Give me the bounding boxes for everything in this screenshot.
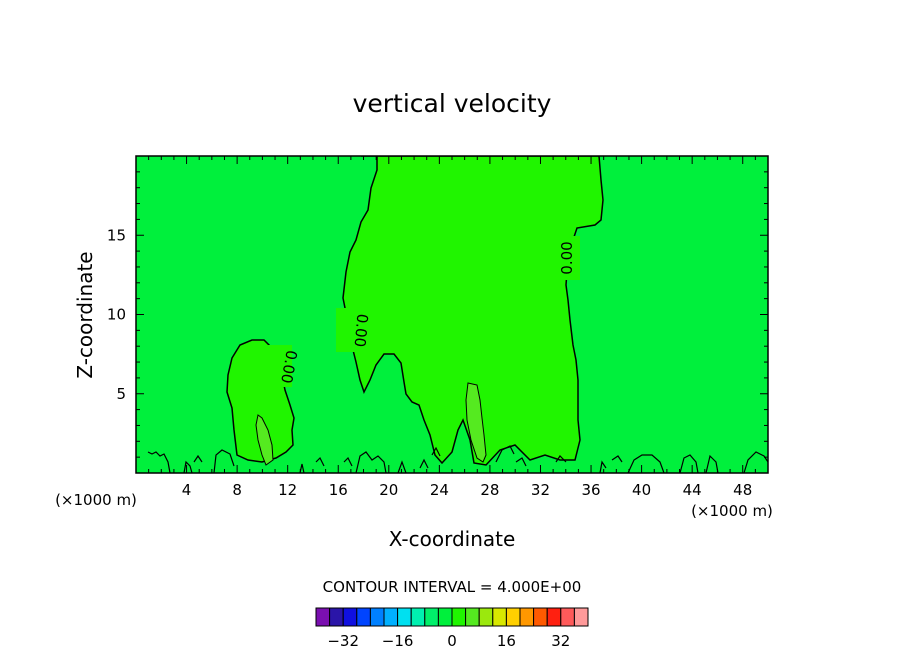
colorbar-swatch bbox=[356, 607, 371, 627]
colorbar bbox=[315, 607, 589, 627]
colorbar-swatch bbox=[397, 607, 412, 627]
colorbar-swatch bbox=[451, 607, 467, 627]
colorbar-swatch bbox=[424, 607, 439, 627]
x-tick-label: 36 bbox=[581, 481, 600, 499]
colorbar-swatch bbox=[505, 607, 521, 627]
colorbar-swatch bbox=[546, 607, 562, 627]
y-tick-label: 5 bbox=[116, 385, 126, 403]
x-tick-label: 32 bbox=[531, 481, 550, 499]
colorbar-swatch bbox=[465, 607, 480, 627]
x-tick-label: 12 bbox=[278, 481, 297, 499]
y-tick-label: 10 bbox=[107, 306, 126, 324]
x-tick-label: 24 bbox=[430, 481, 449, 499]
contour-label-bg-1 bbox=[552, 236, 580, 280]
colorbar-tick-label: −32 bbox=[327, 632, 359, 650]
colorbar-swatch bbox=[383, 607, 399, 627]
colorbar-swatch bbox=[573, 607, 589, 627]
colorbar-tick-label: 32 bbox=[551, 632, 570, 650]
x-tick-label: 28 bbox=[480, 481, 499, 499]
contour-interval-label: CONTOUR INTERVAL = 4.000E+00 bbox=[323, 578, 582, 596]
contour-label-3: 0.00 bbox=[277, 349, 301, 385]
colorbar-swatch bbox=[437, 607, 453, 627]
contour-label-2: 0.00 bbox=[351, 313, 372, 348]
x-unit-right: (×1000 m) bbox=[691, 502, 773, 520]
y-axis-ticks: 5 10 15 bbox=[107, 171, 768, 458]
x-unit-left: (×1000 m) bbox=[55, 491, 137, 509]
x-tick-label: 16 bbox=[329, 481, 348, 499]
contour-label-bg-3 bbox=[262, 345, 292, 387]
x-tick-label: 40 bbox=[632, 481, 651, 499]
colorbar-swatch bbox=[560, 607, 575, 627]
colorbar-swatch bbox=[329, 607, 344, 627]
contour-label-1: 0.00 bbox=[558, 241, 576, 274]
colorbar-swatch bbox=[533, 607, 548, 627]
colorbar-swatch bbox=[410, 607, 426, 627]
x-tick-label: 4 bbox=[182, 481, 192, 499]
strong-updraft-cell-1 bbox=[255, 414, 274, 466]
x-axis-ticks: 4 8 12 16 20 24 28 32 36 40 44 48 bbox=[148, 156, 756, 499]
y-tick-label: 15 bbox=[107, 226, 126, 244]
contour-field: 0.00 0.00 0.00 bbox=[136, 156, 768, 473]
chart-title: vertical velocity bbox=[353, 89, 552, 118]
colorbar-tick-label: 16 bbox=[497, 632, 516, 650]
colorbar-swatch bbox=[369, 607, 385, 627]
x-tick-label: 44 bbox=[683, 481, 702, 499]
colorbar-tick-label: −16 bbox=[382, 632, 414, 650]
x-tick-label: 48 bbox=[733, 481, 752, 499]
colorbar-tick-label: 0 bbox=[447, 632, 457, 650]
x-tick-label: 8 bbox=[232, 481, 242, 499]
x-tick-label: 20 bbox=[379, 481, 398, 499]
colorbar-labels: −32 −16 0 16 32 bbox=[327, 632, 570, 650]
strong-updraft-cell-2 bbox=[465, 382, 487, 463]
y-axis-label: Z-coordinate bbox=[73, 251, 97, 378]
colorbar-swatch bbox=[478, 607, 494, 627]
colorbar-swatch bbox=[492, 607, 507, 627]
contour-label-bg-2 bbox=[336, 308, 364, 352]
colorbar-swatch bbox=[342, 607, 358, 627]
x-axis-label: X-coordinate bbox=[389, 527, 516, 551]
surface-contour-bumps bbox=[147, 445, 768, 473]
colorbar-swatch bbox=[315, 607, 331, 627]
colorbar-swatch bbox=[519, 607, 535, 627]
